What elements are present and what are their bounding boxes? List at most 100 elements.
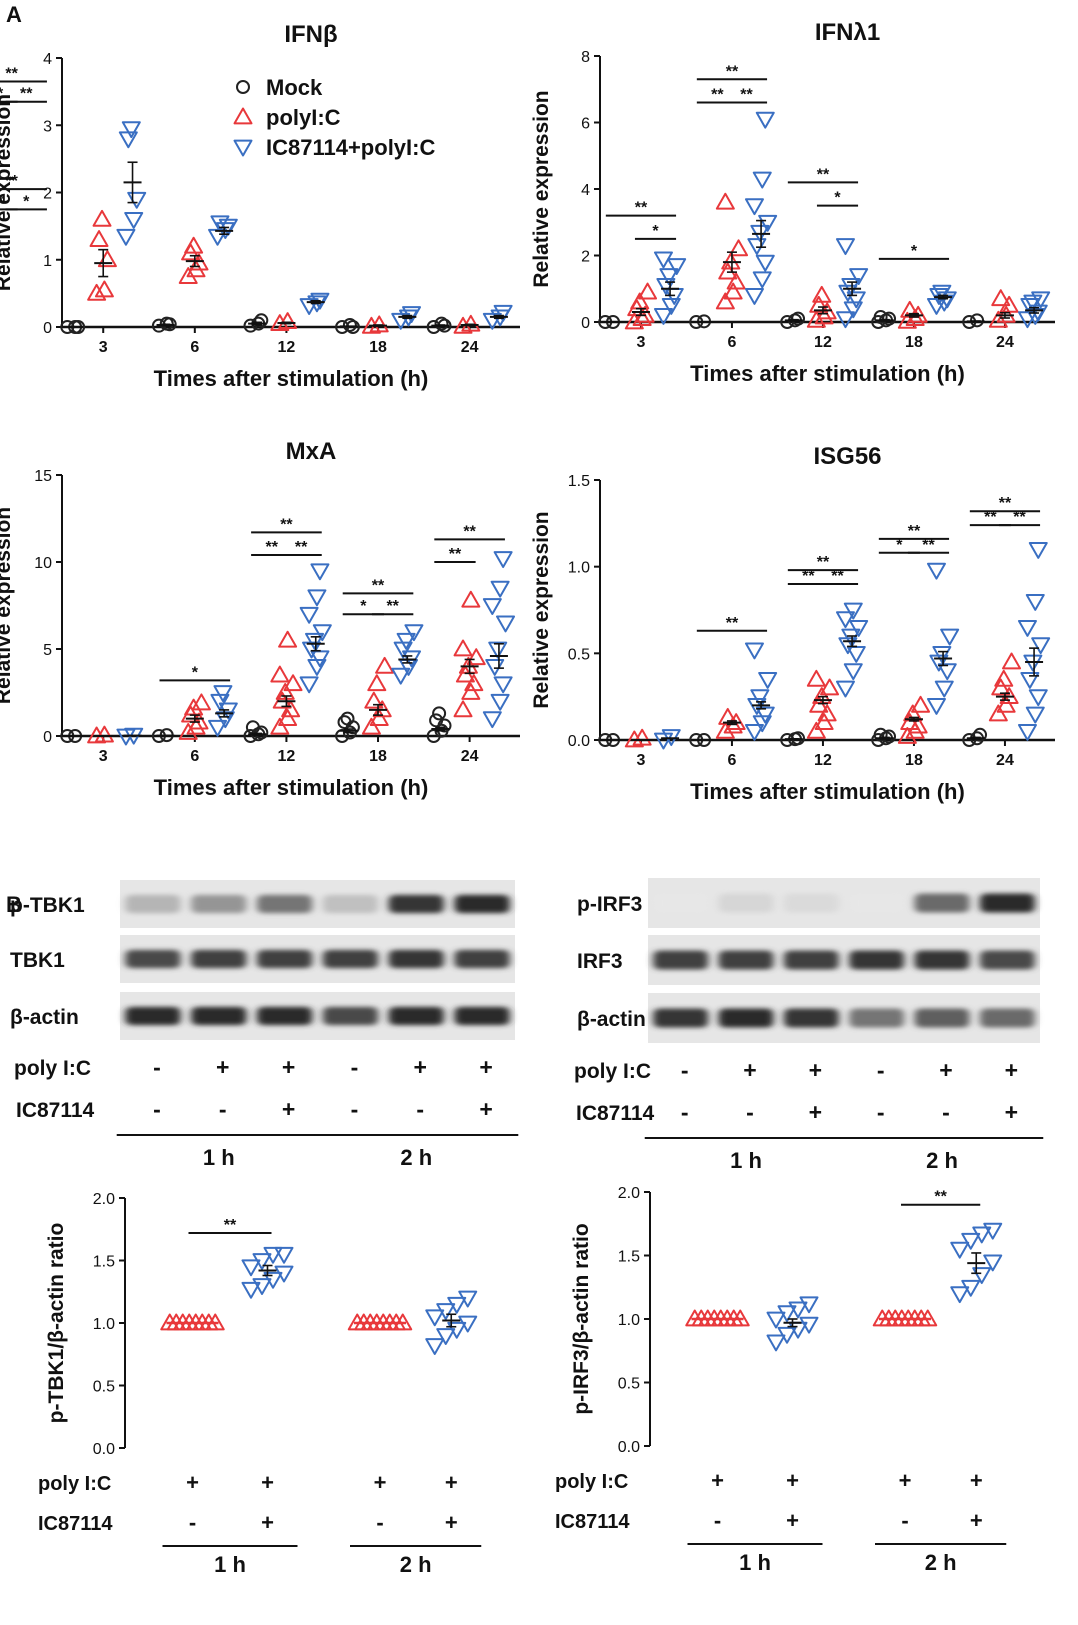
data-point	[447, 1321, 467, 1339]
ic87114-sign: -	[376, 1510, 383, 1535]
blot-band	[191, 949, 247, 969]
data-point	[926, 697, 946, 715]
data-point	[274, 1265, 294, 1283]
legend-label: Mock	[266, 75, 323, 100]
y-tick-label: 1.0	[93, 1316, 115, 1333]
data-point	[283, 674, 303, 692]
data-point	[812, 285, 832, 303]
series-triangle-down	[116, 121, 513, 330]
x-tick-label: 12	[278, 748, 296, 765]
data-point	[940, 628, 960, 646]
significance-label: **	[1013, 509, 1026, 526]
chart-title: IFNβ	[284, 21, 337, 48]
condition-2	[241, 1246, 294, 1299]
y-tick-label: 0.0	[568, 733, 590, 750]
polyic-sign: +	[374, 1470, 387, 1495]
significance-label: **	[908, 523, 921, 540]
blot-band	[125, 894, 181, 914]
blot-band	[256, 894, 313, 914]
blot-band	[256, 1006, 313, 1026]
data-point	[127, 191, 147, 209]
time-group-label: 1 h	[739, 1550, 771, 1575]
data-point	[777, 1326, 797, 1344]
data-point	[1017, 723, 1037, 741]
y-tick-label: 3	[43, 118, 52, 135]
data-point	[988, 310, 1008, 328]
data-point	[777, 1305, 797, 1323]
significance-label: *	[896, 537, 903, 554]
data-point	[715, 292, 735, 310]
data-point	[656, 278, 676, 295]
y-tick-label: 1	[43, 253, 52, 270]
data-point	[835, 611, 855, 629]
legend-marker-triangle-up	[233, 107, 253, 125]
treatment-row-label: poly I:C	[555, 1471, 628, 1493]
data-point	[375, 656, 395, 674]
series-triangle-down	[653, 541, 1051, 750]
data-point	[983, 1222, 1003, 1240]
data-point	[950, 1286, 970, 1304]
data-point	[252, 1278, 272, 1295]
blot-band	[849, 1008, 905, 1028]
data-point	[402, 306, 422, 324]
blot-row-label: β-actin	[10, 1006, 79, 1029]
blot-band	[125, 1006, 181, 1026]
data-point	[755, 706, 775, 724]
condition-4	[950, 1222, 1003, 1304]
data-point	[254, 313, 269, 328]
ic87114-sign: +	[786, 1508, 799, 1533]
data-point	[799, 1296, 819, 1314]
data-point	[191, 693, 211, 711]
y-tick-label: 1.0	[618, 1312, 640, 1329]
data-point	[124, 212, 144, 229]
data-point	[873, 310, 888, 325]
y-tick-label: 0.5	[93, 1379, 115, 1396]
data-point	[758, 214, 778, 232]
data-point	[835, 238, 855, 256]
data-point	[275, 683, 295, 700]
data-point	[766, 1311, 786, 1329]
blots-layer: p-TBK1 TBK1 β-actin poly I:C - + + - + + IC87114 - -…	[10, 878, 1044, 1173]
blot-treatment-label: IC87114	[576, 1102, 655, 1125]
data-point	[274, 1246, 294, 1264]
data-point	[809, 295, 829, 313]
significance-label: **	[635, 200, 648, 217]
data-point	[653, 307, 673, 325]
blot-band	[322, 1006, 379, 1026]
y-tick-label: 0.0	[618, 1439, 640, 1456]
data-point	[755, 254, 775, 272]
significance-label: **	[922, 537, 935, 554]
data-point	[723, 282, 743, 300]
data-point	[1025, 593, 1045, 611]
data-point	[210, 215, 230, 233]
data-point	[1023, 654, 1043, 672]
data-point	[482, 598, 502, 615]
series-triangle-down	[653, 111, 1051, 329]
data-point	[241, 1259, 261, 1277]
data-point	[897, 727, 917, 744]
data-point	[278, 630, 298, 648]
blot-time-label: 1 h	[203, 1145, 235, 1170]
significance-label: **	[802, 568, 815, 585]
data-point	[447, 1296, 467, 1314]
y-axis-label: Relative expression	[0, 94, 15, 291]
significance-label: **	[984, 509, 997, 526]
data-point	[213, 685, 233, 702]
data-point	[461, 314, 481, 332]
blot-band	[191, 894, 247, 914]
series-triangle-up	[87, 209, 481, 334]
blot-strip	[648, 935, 1040, 985]
data-point	[950, 1241, 970, 1259]
x-tick-label: 12	[814, 752, 832, 769]
time-group-label: 2 h	[400, 1552, 432, 1577]
data-point	[453, 639, 473, 657]
blot-band	[849, 893, 905, 913]
blot-sign: +	[414, 1054, 427, 1080]
data-point	[89, 230, 109, 247]
significance-label: **	[711, 87, 724, 104]
legend-marker-circle	[236, 80, 250, 94]
blot-time-label: 1 h	[730, 1148, 762, 1173]
blot-row-β-actin: β-actin	[10, 992, 515, 1040]
data-point	[458, 1315, 478, 1333]
